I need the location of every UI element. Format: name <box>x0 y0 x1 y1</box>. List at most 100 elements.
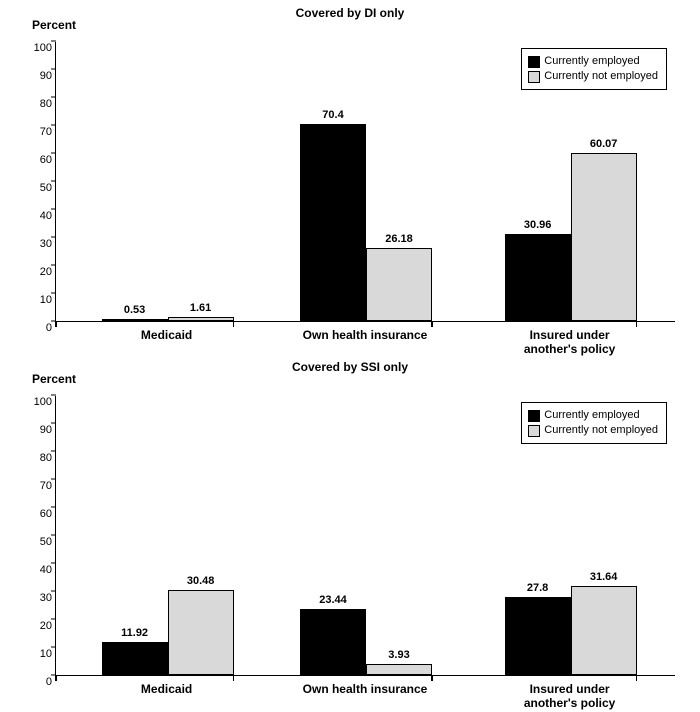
bar-employed: 27.8 <box>505 597 571 675</box>
bar-employed: 0.53 <box>102 319 168 321</box>
bar-employed: 30.96 <box>505 234 571 321</box>
chart-area-di: Currently employed Currently not employe… <box>55 42 675 322</box>
bar-group: 23.443.93 <box>300 609 432 675</box>
ylabel-ssi: Percent <box>32 372 76 386</box>
xtick-mark <box>55 322 57 327</box>
ylabel-di: Percent <box>32 18 76 32</box>
ytick-mark <box>51 478 56 480</box>
legend-row-employed-2: Currently employed <box>528 408 658 423</box>
ytick-mark <box>51 236 56 238</box>
xtick-mark <box>233 676 235 681</box>
legend-row-not-employed: Currently not employed <box>528 69 658 84</box>
bar-group: 27.831.64 <box>505 586 637 675</box>
ytick-label: 60 <box>16 154 52 166</box>
ytick-mark <box>51 264 56 266</box>
ytick-mark <box>51 422 56 424</box>
bar-employed: 11.92 <box>102 642 168 675</box>
ytick-label: 20 <box>16 266 52 278</box>
ytick-mark <box>51 152 56 154</box>
bar-value-label: 30.48 <box>187 575 215 587</box>
ytick-mark <box>51 534 56 536</box>
ytick-mark <box>51 68 56 70</box>
ytick-label: 80 <box>16 452 52 464</box>
bar-employed: 23.44 <box>300 609 366 675</box>
panel-ssi-title: Covered by SSI only <box>0 360 700 374</box>
bar-value-label: 3.93 <box>388 649 409 661</box>
ytick-label: 60 <box>16 508 52 520</box>
chart-area-ssi: Currently employed Currently not employe… <box>55 396 675 676</box>
ytick-label: 80 <box>16 98 52 110</box>
ytick-label: 30 <box>16 592 52 604</box>
bar-value-label: 23.44 <box>319 594 347 606</box>
ytick-label: 0 <box>16 322 52 334</box>
bar-value-label: 0.53 <box>124 304 145 316</box>
xaxis-di: MedicaidOwn health insuranceInsured unde… <box>55 322 675 346</box>
xtick-label: Medicaid <box>141 328 192 342</box>
bar-not-employed: 31.64 <box>571 586 637 675</box>
ytick-label: 20 <box>16 620 52 632</box>
legend-label-employed-2: Currently employed <box>544 408 639 423</box>
bar-value-label: 27.8 <box>527 582 548 594</box>
ytick-label: 100 <box>16 42 52 54</box>
legend-ssi: Currently employed Currently not employe… <box>521 402 667 444</box>
bar-value-label: 30.96 <box>524 219 552 231</box>
xtick-mark <box>55 676 57 681</box>
ytick-mark <box>51 208 56 210</box>
ytick-mark <box>51 40 56 42</box>
ytick-mark <box>51 292 56 294</box>
bar-not-employed: 30.48 <box>168 590 234 675</box>
ytick-label: 90 <box>16 70 52 82</box>
ytick-mark <box>51 590 56 592</box>
panel-ssi: Covered by SSI only Percent Currently em… <box>0 360 700 700</box>
ytick-mark <box>51 96 56 98</box>
ytick-label: 90 <box>16 424 52 436</box>
bar-value-label: 26.18 <box>385 233 413 245</box>
ytick-mark <box>51 646 56 648</box>
legend-row-not-employed-2: Currently not employed <box>528 423 658 438</box>
xtick-label: Own health insurance <box>303 682 428 696</box>
bar-value-label: 11.92 <box>121 627 148 639</box>
legend-label-not-employed-2: Currently not employed <box>544 423 658 438</box>
ytick-mark <box>51 124 56 126</box>
ytick-label: 100 <box>16 396 52 408</box>
xtick-label: Own health insurance <box>303 328 428 342</box>
ytick-mark <box>51 394 56 396</box>
xtick-label: Insured under another's policy <box>517 328 622 356</box>
bar-not-employed: 1.61 <box>168 317 234 322</box>
legend-swatch-employed-2 <box>528 410 540 422</box>
bar-value-label: 70.4 <box>322 109 343 121</box>
bar-value-label: 60.07 <box>590 138 618 150</box>
bar-group: 70.426.18 <box>300 124 432 321</box>
xtick-label: Medicaid <box>141 682 192 696</box>
xtick-mark <box>431 322 433 327</box>
ytick-mark <box>51 506 56 508</box>
bar-group: 0.531.61 <box>102 317 234 322</box>
panel-di: Covered by DI only Percent Currently emp… <box>0 6 700 346</box>
legend-swatch-employed <box>528 56 540 68</box>
bar-employed: 70.4 <box>300 124 366 321</box>
ytick-label: 0 <box>16 676 52 688</box>
ytick-mark <box>51 450 56 452</box>
bar-not-employed: 26.18 <box>366 248 432 321</box>
legend-swatch-not-employed-2 <box>528 425 540 437</box>
ytick-mark <box>51 618 56 620</box>
ytick-label: 10 <box>16 294 52 306</box>
panel-di-title: Covered by DI only <box>0 6 700 20</box>
xtick-mark <box>431 676 433 681</box>
legend-di: Currently employed Currently not employe… <box>521 48 667 90</box>
legend-swatch-not-employed <box>528 71 540 83</box>
bar-value-label: 1.61 <box>190 302 211 314</box>
ytick-label: 30 <box>16 238 52 250</box>
xtick-mark <box>233 322 235 327</box>
bar-not-employed: 60.07 <box>571 153 637 321</box>
bar-not-employed: 3.93 <box>366 664 432 675</box>
ytick-label: 40 <box>16 564 52 576</box>
legend-label-not-employed: Currently not employed <box>544 69 658 84</box>
ytick-label: 40 <box>16 210 52 222</box>
legend-row-employed: Currently employed <box>528 54 658 69</box>
bar-value-label: 31.64 <box>590 571 618 583</box>
ytick-label: 70 <box>16 480 52 492</box>
ytick-label: 70 <box>16 126 52 138</box>
legend-label-employed: Currently employed <box>544 54 639 69</box>
chart-container: Covered by DI only Percent Currently emp… <box>0 0 700 708</box>
